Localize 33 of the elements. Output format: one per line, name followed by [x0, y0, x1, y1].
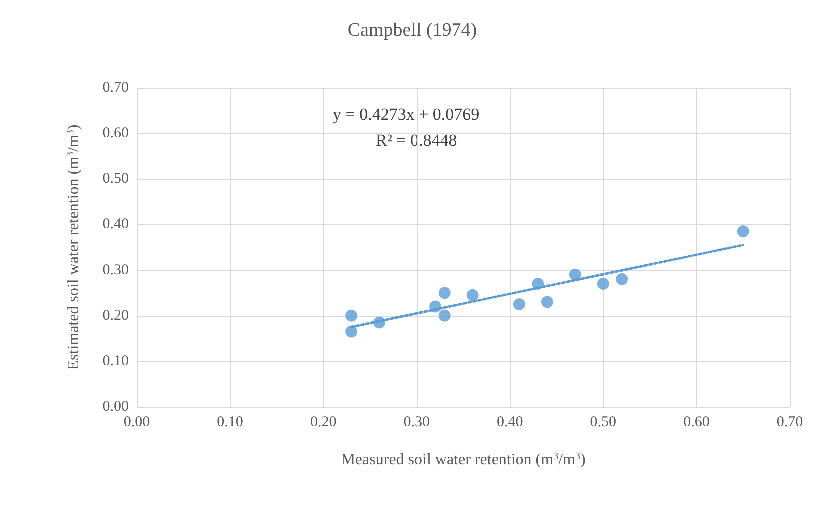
point: [438, 310, 451, 322]
y-tick-label: 0.50: [102, 171, 129, 188]
point: [597, 278, 610, 290]
y-tick-label: 0.60: [102, 126, 129, 142]
point: [374, 316, 386, 329]
y-tick-label: 0.70: [102, 80, 129, 96]
y-tick-label: 0.30: [102, 262, 129, 278]
point: [541, 296, 554, 308]
point: [532, 278, 544, 290]
x-tick-label: 0.10: [217, 414, 244, 430]
x-tick-label: 0.30: [404, 414, 430, 430]
y-tick-label: 0.00: [102, 399, 129, 415]
point: [737, 226, 750, 238]
chart-title: Campbell (1974): [348, 20, 478, 41]
point: [438, 287, 451, 300]
x-tick-label: 0.70: [776, 414, 804, 430]
point: [616, 273, 628, 286]
y-tick-label: 0.20: [102, 308, 129, 324]
point: [466, 289, 479, 302]
y-tick-label: 0.40: [102, 216, 129, 233]
point: [569, 268, 582, 281]
y-axis-title: Estimated soil water retention (m3/m3): [66, 124, 82, 370]
point: [430, 300, 442, 313]
y-tick-label: 0.10: [102, 353, 129, 370]
point: [513, 298, 526, 310]
x-tick-label: 0.60: [684, 414, 710, 430]
point: [346, 326, 358, 338]
x-tick-label: 0.00: [124, 414, 150, 430]
point: [346, 310, 358, 322]
x-tick-label: 0.40: [497, 414, 524, 430]
annotation: y = 0.4273x + 0.0769: [333, 105, 480, 124]
x-tick-label: 0.50: [590, 414, 617, 430]
x-tick-label: 0.20: [310, 414, 337, 430]
